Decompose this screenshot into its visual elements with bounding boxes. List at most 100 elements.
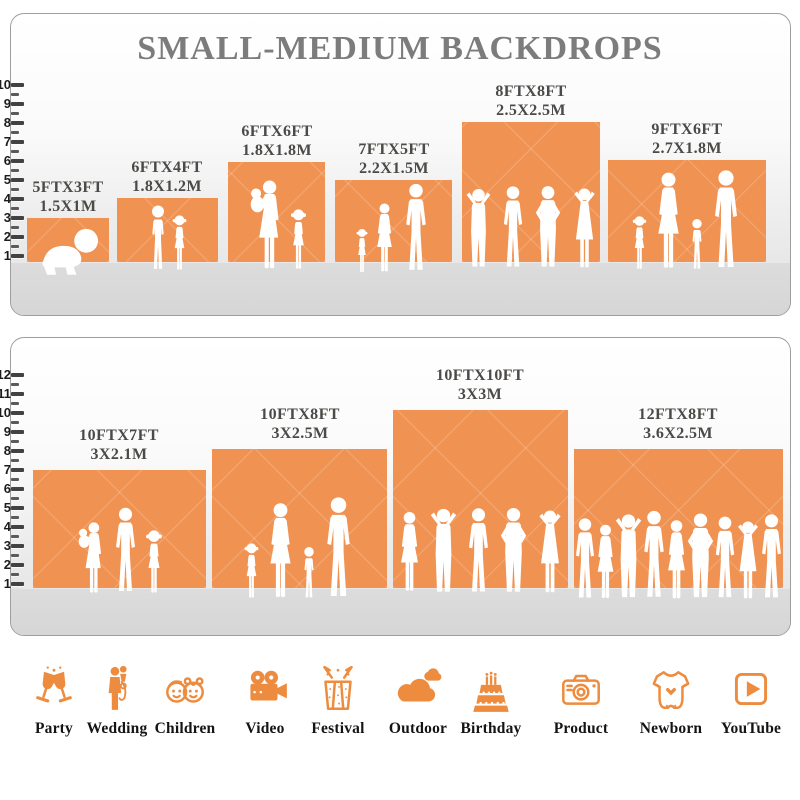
woman-arms-up-silhouette <box>568 187 601 269</box>
ruler-half-tick <box>11 245 19 248</box>
category-label: Video <box>245 720 285 737</box>
ruler-half-tick <box>11 402 19 405</box>
photo-camera-icon <box>562 674 600 705</box>
ruler-tick <box>11 506 24 510</box>
ruler-number: 10 <box>0 405 11 420</box>
silhouette-group <box>462 185 600 269</box>
size-ft: 7FTX5FT <box>358 141 430 158</box>
ruler-number: 3 <box>3 538 11 553</box>
category-label: Festival <box>311 720 365 737</box>
ruler-tick <box>11 563 24 567</box>
size-ft: 5FTX3FT <box>32 179 104 196</box>
baby-onesie-icon <box>652 671 690 709</box>
ruler-number: 1 <box>3 576 11 591</box>
ruler-tick <box>11 525 24 529</box>
silhouette-group <box>33 507 206 594</box>
ruler-number: 9 <box>3 96 11 111</box>
ruler-half-tick <box>11 497 19 500</box>
backdrop-size-label: 7FTX5FT 2.2X1.5M <box>324 140 464 178</box>
ruler-tick <box>11 582 24 586</box>
boy-silhouette <box>148 204 168 271</box>
silhouette-group <box>212 497 387 599</box>
man-silhouette <box>400 183 432 273</box>
ruler-half-tick <box>11 112 19 115</box>
top-ruler: 1 2 3 4 5 6 7 8 9 10 <box>0 0 30 800</box>
man-arms-up-silhouette <box>426 504 461 597</box>
ruler-tick <box>11 121 24 125</box>
page-title: SMALL-MEDIUM BACKDROPS <box>137 30 663 67</box>
backdrop-10ftx7ft <box>33 470 206 588</box>
man-silhouette <box>756 514 787 600</box>
ruler-number: 7 <box>3 462 11 477</box>
ruler-half-tick <box>11 421 19 424</box>
size-ft: 10FTX8FT <box>260 406 340 423</box>
category-label: Children <box>154 720 216 737</box>
ruler-half-tick <box>11 131 19 134</box>
ruler-tick <box>11 159 24 163</box>
ruler-number: 9 <box>3 424 11 439</box>
ruler-number: 2 <box>3 557 11 572</box>
silhouette-group <box>335 183 452 273</box>
woman-silhouette <box>395 507 424 597</box>
backdrop-8ftx8ft <box>462 122 600 262</box>
size-m: 2.7X1.8M <box>652 140 722 157</box>
ruler-number: 12 <box>0 367 11 382</box>
ruler-tick <box>11 411 24 415</box>
ruler-number: 4 <box>3 519 11 534</box>
backdrop-5ftx3ft <box>27 218 109 262</box>
category-label: YouTube <box>720 720 782 737</box>
woman-silhouette <box>651 172 686 270</box>
girl-silhouette <box>355 228 369 273</box>
category-label: Outdoor <box>388 720 448 737</box>
ruler-half-tick <box>11 226 19 229</box>
ruler-tick <box>11 235 24 239</box>
backdrop-12ftx8ft <box>574 449 783 588</box>
backdrop-10ftx10ft <box>393 410 568 588</box>
ruler-tick <box>11 254 24 258</box>
backdrop-6ftx4ft <box>117 198 218 262</box>
category-party: Party <box>14 664 94 738</box>
category-wedding: Wedding <box>77 664 157 738</box>
size-m: 2.2X1.5M <box>359 160 429 177</box>
silhouette-group <box>393 504 568 597</box>
backdrop-size-label: 9FTX6FT 2.7X1.8M <box>617 120 757 158</box>
ruler-number: 3 <box>3 210 11 225</box>
ruler-half-tick <box>11 150 19 153</box>
ruler-tick <box>11 487 24 491</box>
man-silhouette <box>708 170 744 270</box>
ruler-half-tick <box>11 169 19 172</box>
backdrop-size-label: 6FTX4FT 1.8X1.2M <box>97 158 237 196</box>
woman-silhouette <box>263 503 298 599</box>
backdrop-size-label: 5FTX3FT 1.5X1M <box>0 178 138 216</box>
size-m: 1.8X1.8M <box>242 142 312 159</box>
birthday-cake-icon <box>473 671 509 712</box>
size-ft: 6FTX4FT <box>131 159 203 176</box>
child-silhouette <box>689 218 705 270</box>
backdrop-size-label: 10FTX8FT 3X2.5M <box>230 405 370 443</box>
ruler-number: 5 <box>3 172 11 187</box>
category-label: Newborn <box>639 720 703 737</box>
girl-silhouette <box>289 208 308 270</box>
woman-arms-up-silhouette <box>533 506 567 597</box>
ruler-half-tick <box>11 459 19 462</box>
ruler-tick <box>11 449 24 453</box>
silhouette-group <box>117 204 218 271</box>
man-arms-up-silhouette <box>462 187 495 269</box>
backdrop-size-label: 12FTX8FT 3.6X2.5M <box>608 405 748 443</box>
size-m: 3X2.5M <box>271 425 329 442</box>
size-ft: 12FTX8FT <box>638 406 718 423</box>
children-faces-icon <box>166 677 204 703</box>
category-outdoor: Outdoor <box>378 664 458 738</box>
category-birthday: Birthday <box>451 664 531 738</box>
ruler-tick <box>11 178 24 182</box>
silhouette-group <box>574 510 783 600</box>
ruler-number: 10 <box>0 77 11 92</box>
size-m: 1.5X1M <box>39 198 97 215</box>
category-label: Party <box>34 720 73 737</box>
silhouette-group <box>608 170 766 270</box>
man-silhouette <box>498 186 528 269</box>
gift-box-icon <box>323 665 353 711</box>
ruler-half-tick <box>11 478 19 481</box>
ruler-tick <box>11 140 24 144</box>
size-m: 3X2.1M <box>90 446 148 463</box>
